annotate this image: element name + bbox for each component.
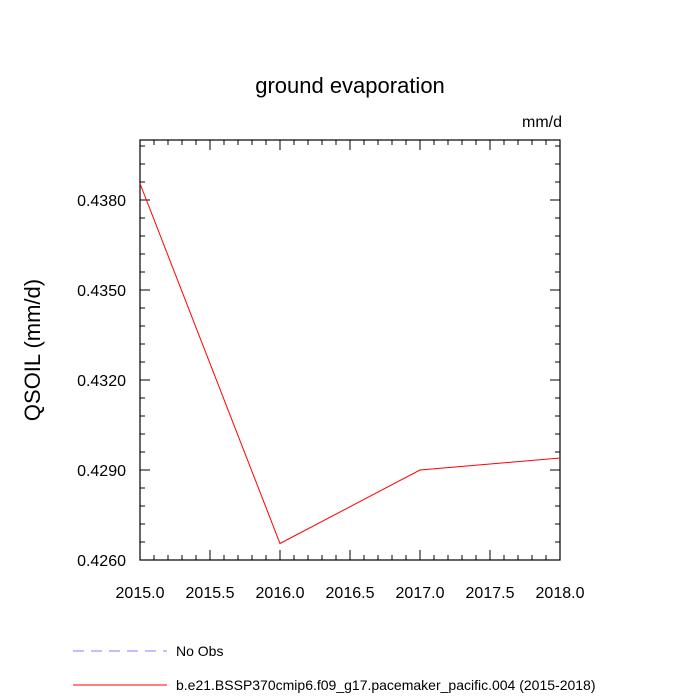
- y-tick-labels: 0.4260 0.4290 0.4320 0.4350 0.4380: [77, 193, 126, 570]
- x-tick-labels: 2015.0 2015.5 2016.0 2016.5 2017.0 2017.5 2018…: [116, 585, 585, 602]
- x-tick-label: 2017.5: [466, 585, 515, 602]
- y-tick-label: 0.4320: [77, 373, 126, 390]
- y-tick-label: 0.4260: [77, 553, 126, 570]
- legend: No Obs b.e21.BSSP370cmip6.f09_g17.pacema…: [73, 643, 596, 693]
- x-tick-label: 2017.0: [396, 585, 445, 602]
- legend-label-series: b.e21.BSSP370cmip6.f09_g17.pacemaker_pac…: [176, 677, 596, 693]
- x-tick-label: 2016.0: [256, 585, 305, 602]
- chart-title: ground evaporation: [255, 73, 445, 98]
- chart-units: mm/d: [522, 114, 562, 131]
- series-group: [139, 183, 561, 545]
- y-tick-label: 0.4380: [77, 193, 126, 210]
- x-tick-label: 2016.5: [326, 585, 375, 602]
- legend-label-no-obs: No Obs: [176, 643, 223, 659]
- y-tick-label: 0.4350: [77, 283, 126, 300]
- y-tick-label: 0.4290: [77, 463, 126, 480]
- axis-ticks: [139, 140, 561, 561]
- series-line: [139, 183, 561, 545]
- x-tick-label: 2018.0: [536, 585, 585, 602]
- x-tick-label: 2015.5: [186, 585, 235, 602]
- y-axis-label: QSOIL (mm/d): [20, 279, 45, 421]
- x-tick-label: 2015.0: [116, 585, 165, 602]
- plot-frame: [139, 139, 561, 561]
